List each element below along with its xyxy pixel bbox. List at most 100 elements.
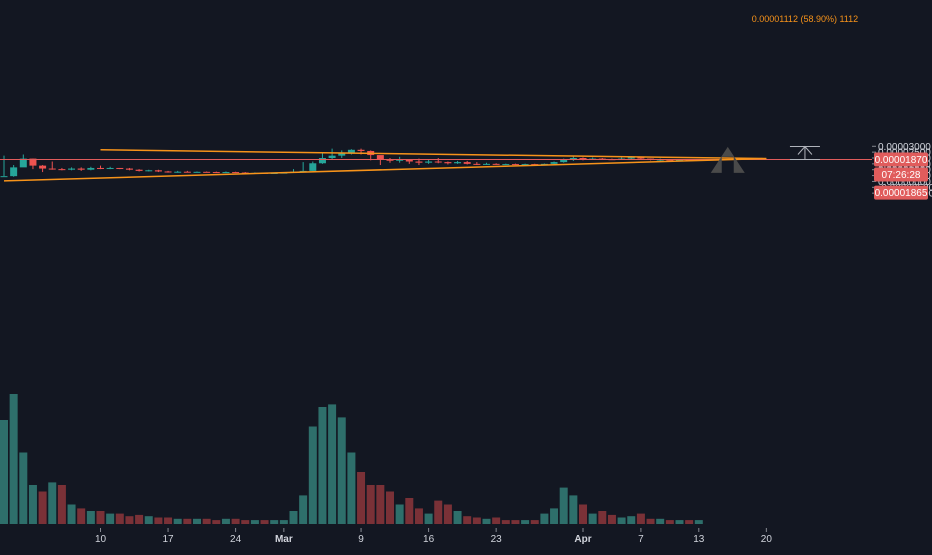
volume-bar — [443, 504, 452, 524]
candle-down — [97, 167, 104, 169]
volume-bar — [395, 504, 404, 524]
candle-down — [164, 171, 172, 173]
volume-bar — [67, 504, 76, 524]
volume-bar — [231, 518, 240, 524]
volume-bar — [579, 504, 587, 524]
candle-down — [77, 168, 85, 170]
candle-down — [405, 159, 413, 162]
upper-resistance-trendline — [100, 149, 767, 160]
candle-up — [309, 163, 317, 171]
volume-bar — [115, 513, 124, 524]
candle-up — [328, 155, 336, 158]
candle-down — [473, 163, 481, 165]
candle-down — [463, 162, 471, 164]
volume-bar — [492, 517, 501, 524]
candle-down — [39, 165, 47, 169]
volume-bar — [241, 520, 250, 524]
volume-bar — [665, 520, 674, 524]
volume-bar — [627, 516, 636, 524]
volume-bar — [86, 511, 95, 524]
y-tick-label: 0.00003000 — [878, 142, 931, 153]
x-tick-label: 13 — [693, 534, 705, 545]
volume-bar — [530, 520, 539, 524]
volume-bar — [366, 485, 375, 524]
volume-bar — [318, 407, 327, 524]
volume-bar — [685, 520, 694, 524]
volume-bar — [337, 417, 346, 524]
candle-down — [434, 161, 442, 163]
candle-down — [29, 158, 37, 166]
volume-bar — [559, 487, 568, 524]
volume-bar — [376, 485, 385, 524]
candle-down — [386, 159, 394, 161]
volume-bar — [270, 520, 279, 524]
candle-up — [550, 162, 558, 164]
candle-down — [492, 163, 500, 165]
candle-up — [560, 159, 568, 163]
secondary-price-tag: 0.00001865 — [875, 188, 928, 199]
countdown-tag-bg — [874, 167, 928, 182]
volume-bar — [434, 500, 443, 524]
candle-up — [318, 158, 326, 164]
x-tick-label: 10 — [95, 534, 107, 545]
volume-bar — [424, 513, 433, 524]
volume-bar — [183, 518, 192, 524]
candle-up — [19, 158, 27, 168]
volume-bar — [106, 513, 115, 524]
trendline-layer[interactable] — [0, 145, 872, 182]
volume-bar — [28, 485, 37, 524]
countdown-tag: 07:26:28 — [882, 170, 921, 181]
x-tick-label: 24 — [230, 534, 242, 545]
candle-up — [676, 159, 683, 161]
candle-down — [125, 168, 133, 170]
x-tick-label: 17 — [162, 534, 174, 545]
volume-bar — [279, 520, 288, 524]
volume-bar — [598, 511, 607, 524]
candle-down — [357, 149, 365, 151]
candle-down — [511, 164, 519, 166]
candle-up — [10, 167, 18, 177]
x-tick-label: 23 — [491, 534, 503, 545]
measure-label: 0.00001112 (58.90%) 1112 — [752, 14, 858, 24]
volume-bar — [521, 520, 530, 524]
candle-down — [116, 167, 124, 169]
candle-up — [483, 163, 490, 165]
volume-bar — [193, 518, 201, 524]
volume-bar — [9, 394, 18, 524]
price-labels: 0.00001112 (58.90%) 1112 0.00001870 07:26:… — [752, 14, 928, 200]
volume-bar — [550, 508, 559, 524]
candle-down — [579, 158, 587, 160]
candle-up — [338, 152, 346, 156]
volume-bar — [569, 495, 578, 524]
volume-bar — [0, 420, 8, 524]
volume-bar — [347, 452, 356, 524]
up-arrow-icon — [710, 146, 745, 173]
volume-bar — [511, 520, 520, 524]
candle-up — [502, 164, 510, 166]
candle-down — [376, 155, 384, 160]
volume-bar — [221, 518, 230, 524]
candle-down — [232, 172, 240, 174]
candle-down — [183, 171, 191, 173]
current-price-tag-bg — [874, 152, 928, 167]
candle-down — [637, 157, 645, 159]
axes: 0.000030000.000025000.000020000.00001500… — [95, 142, 932, 545]
volume-bar — [250, 520, 259, 524]
candle-up — [106, 167, 114, 169]
candle-up — [627, 157, 635, 159]
volume-bar — [299, 495, 308, 524]
volume-bar — [154, 517, 163, 524]
volume-histogram — [0, 394, 703, 524]
candle-down — [203, 171, 211, 173]
volume-bar — [540, 513, 549, 524]
y-tick-label: 0.00000000 — [878, 177, 931, 188]
candle-up — [0, 176, 8, 178]
candle-down — [444, 162, 452, 164]
volume-bar — [694, 520, 703, 524]
candle-up — [396, 159, 404, 161]
x-tick-label: 20 — [761, 534, 773, 545]
candle-up — [68, 168, 76, 170]
volume-bar — [202, 518, 211, 524]
